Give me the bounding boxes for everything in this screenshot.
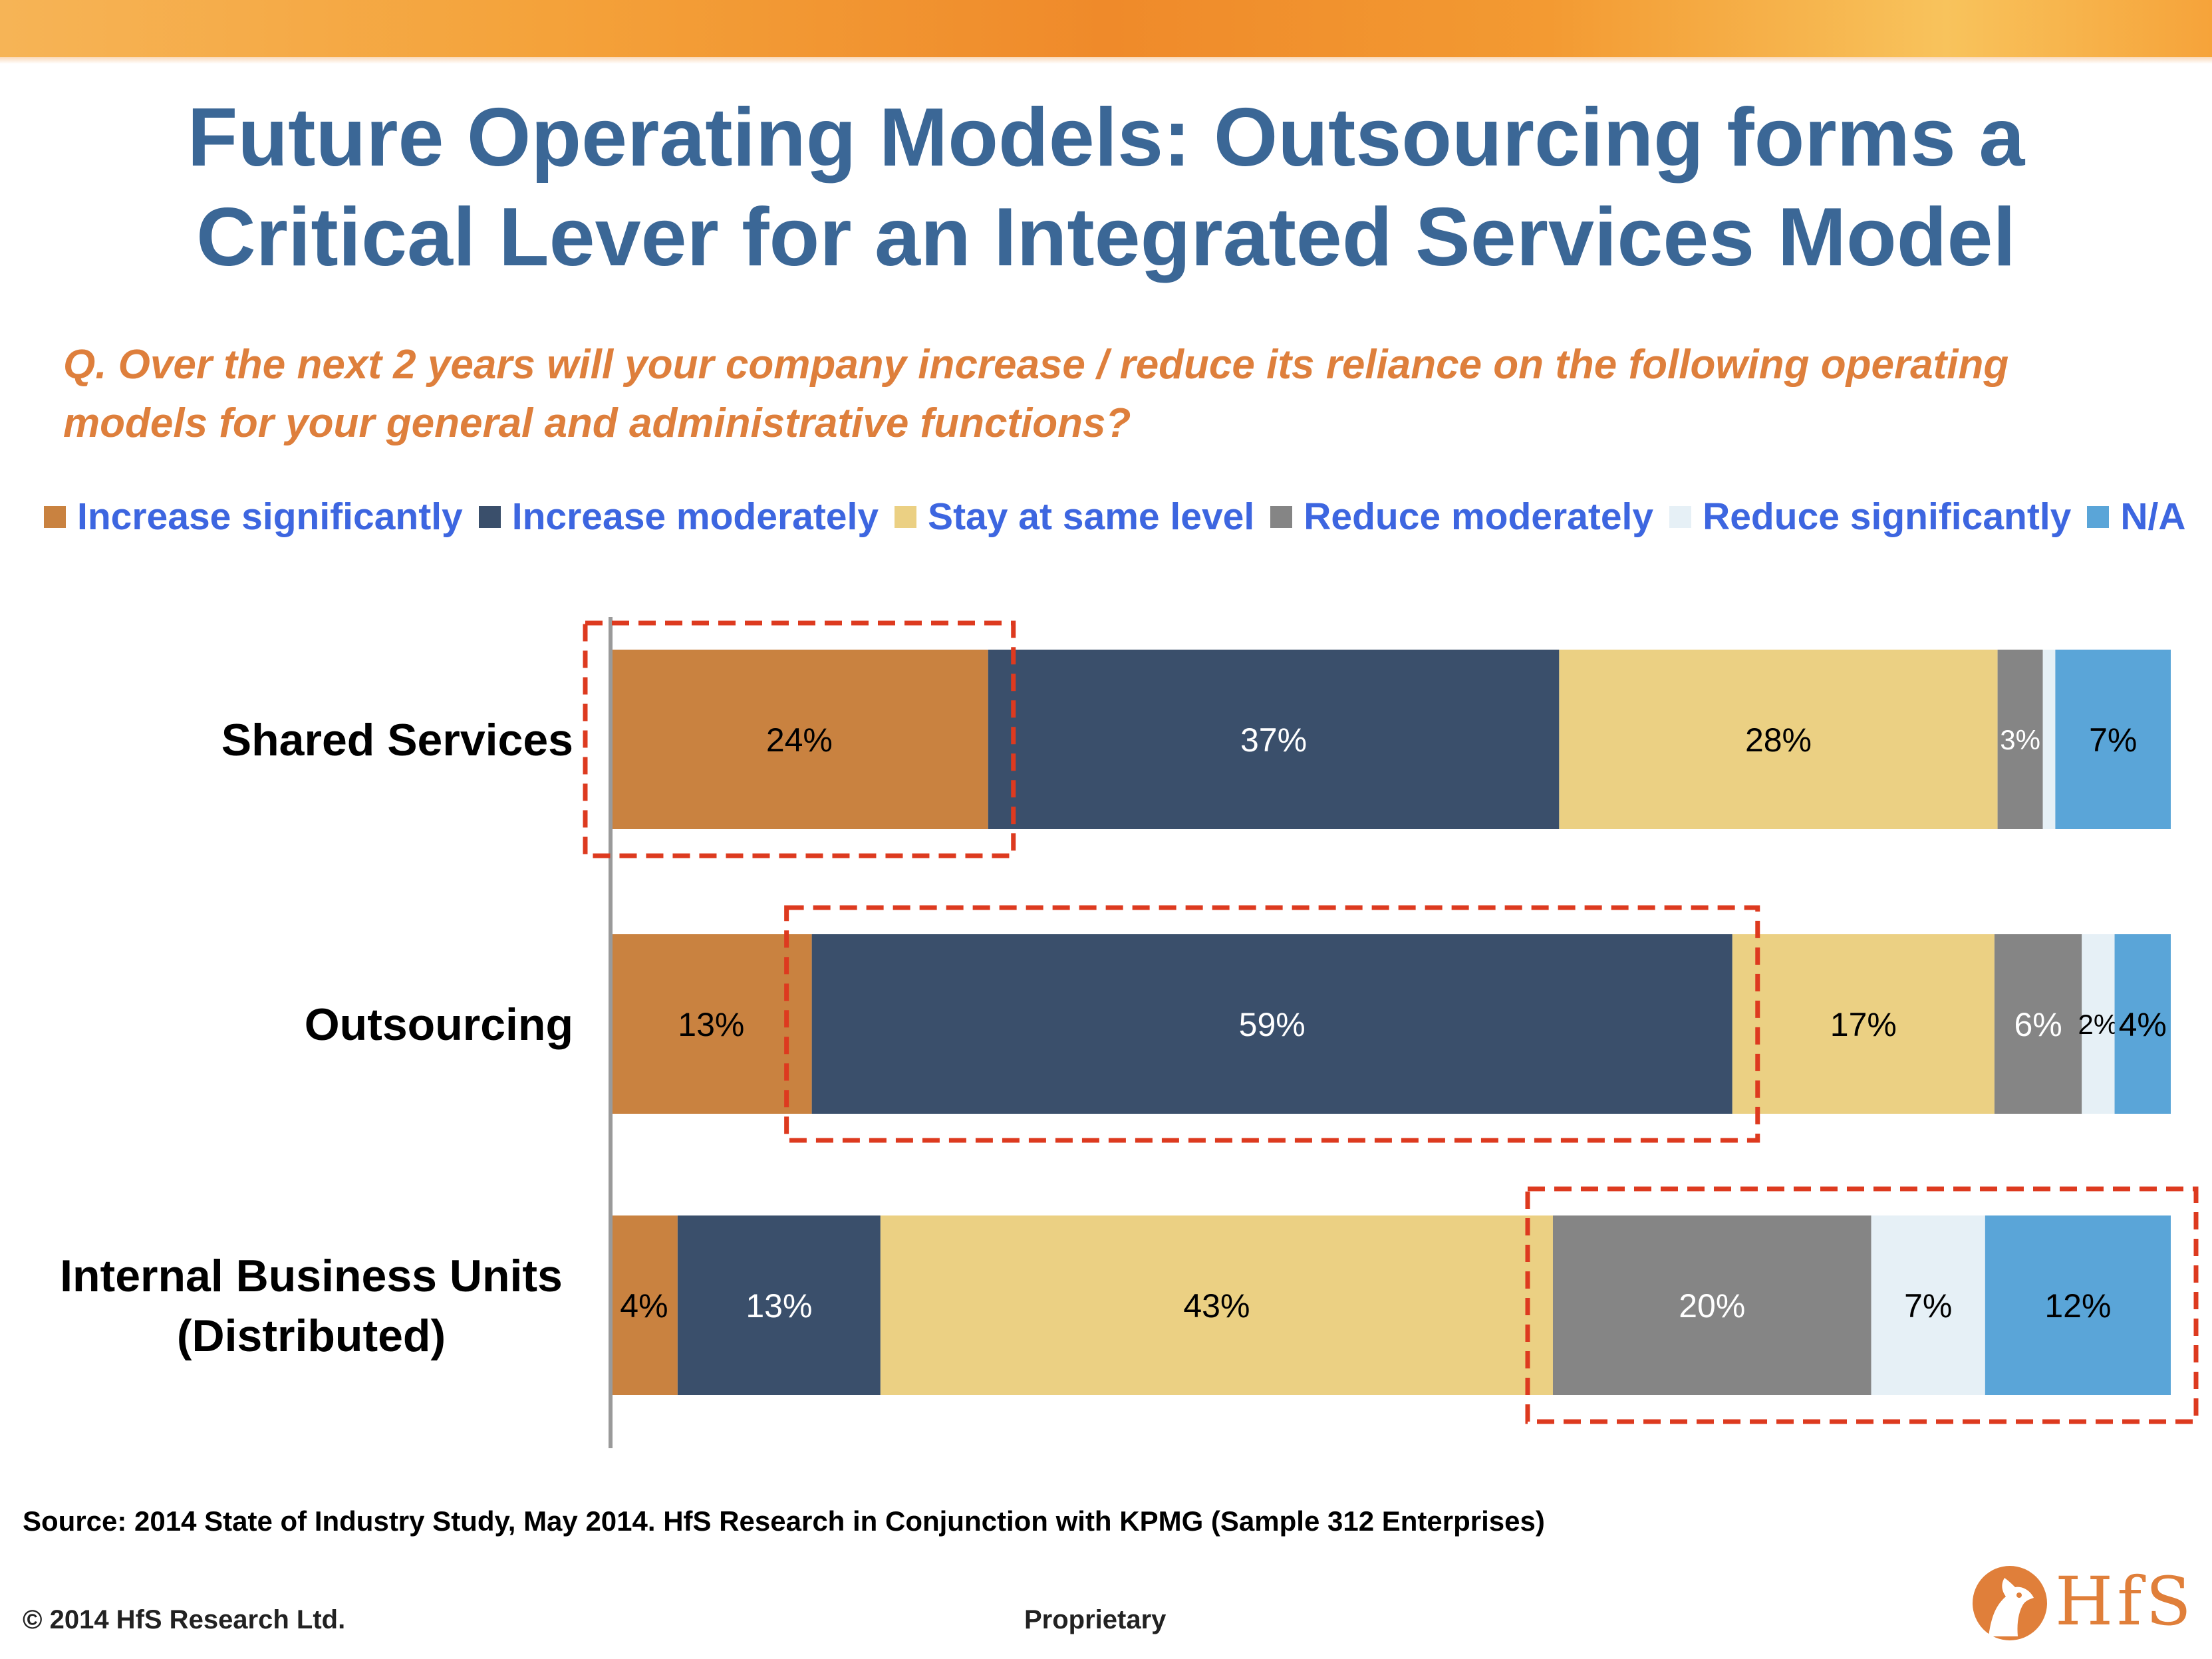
legend-item: Stay at same level bbox=[895, 495, 1254, 539]
data-label: 24% bbox=[766, 721, 833, 759]
bar-segment bbox=[2042, 650, 2056, 829]
legend-swatch bbox=[44, 505, 66, 528]
data-label: 43% bbox=[1183, 1287, 1250, 1325]
data-label: 2% bbox=[2078, 1009, 2119, 1040]
highlight-box bbox=[1525, 1186, 2199, 1424]
logo-wordmark: HfS bbox=[2055, 1562, 2195, 1640]
bar-segment bbox=[1559, 650, 1998, 829]
data-label: 3% bbox=[2000, 724, 2040, 755]
bar-segment bbox=[611, 1215, 678, 1395]
data-label: 59% bbox=[1239, 1006, 1306, 1043]
data-label: 17% bbox=[1830, 1006, 1897, 1043]
proprietary-label: Proprietary bbox=[1024, 1605, 1167, 1634]
bar-segment bbox=[1997, 650, 2043, 829]
data-label: 6% bbox=[2014, 1006, 2062, 1043]
bar-segment bbox=[1994, 934, 2082, 1114]
legend-swatch bbox=[895, 505, 917, 528]
bar-segment bbox=[1552, 1215, 1871, 1395]
bar-segment bbox=[1985, 1215, 2171, 1395]
bar-segment bbox=[880, 1215, 1553, 1395]
legend-label: Increase moderately bbox=[511, 495, 879, 538]
highlight-box bbox=[583, 620, 1016, 858]
category-label: Internal Business Units bbox=[60, 1251, 563, 1301]
header-gradient-bar bbox=[0, 0, 2212, 64]
data-label: 7% bbox=[2089, 721, 2137, 759]
title-line-2: Critical Lever for an Integrated Service… bbox=[196, 191, 2016, 283]
bar-segment bbox=[2114, 934, 2171, 1114]
data-label: 20% bbox=[1679, 1287, 1745, 1325]
hfs-logo: HfS bbox=[1969, 1555, 2195, 1648]
legend-item: Increase moderately bbox=[478, 495, 879, 539]
horse-head-logo-icon bbox=[1973, 1566, 2047, 1640]
legend-label: Increase significantly bbox=[77, 495, 463, 538]
bar-segment bbox=[677, 1215, 881, 1395]
data-label: 37% bbox=[1240, 721, 1307, 759]
chart-legend: Increase significantly Increase moderatel… bbox=[44, 493, 2202, 540]
slide-title: Future Operating Models: Outsourcing for… bbox=[67, 88, 2145, 287]
legend-swatch bbox=[1270, 505, 1293, 528]
bar-segment bbox=[2082, 934, 2115, 1114]
bar-segment bbox=[988, 650, 1560, 829]
bar-segment bbox=[1871, 1215, 1985, 1395]
category-label: (Distributed) bbox=[177, 1311, 446, 1361]
data-label: 12% bbox=[2044, 1287, 2111, 1325]
question-line-1: Q. Over the next 2 years will your compa… bbox=[63, 342, 2009, 388]
data-label: 7% bbox=[1904, 1287, 1952, 1325]
data-label: 4% bbox=[620, 1287, 668, 1325]
legend-label: N/A bbox=[2120, 495, 2186, 538]
stacked-bar-chart: 24% 37% 28% 3% 7% Shared Services 13% 59% 17% 6% 2… bbox=[60, 617, 2199, 1448]
title-line-1: Future Operating Models: Outsourcing for… bbox=[187, 92, 2025, 184]
data-label: 13% bbox=[746, 1287, 812, 1325]
data-label: 13% bbox=[678, 1006, 744, 1043]
legend-swatch bbox=[478, 505, 501, 528]
bar-segment bbox=[1732, 934, 1995, 1114]
survey-question: Q. Over the next 2 years will your compa… bbox=[63, 336, 2158, 453]
highlight-box bbox=[784, 905, 1760, 1143]
legend-item: N/A bbox=[2087, 495, 2186, 539]
bar-segment bbox=[611, 650, 988, 829]
bar-segment bbox=[611, 934, 812, 1114]
legend-swatch bbox=[1669, 505, 1692, 528]
copyright-text: © 2014 HfS Research Ltd. bbox=[23, 1605, 346, 1634]
bar-segment bbox=[2055, 650, 2171, 829]
question-line-2: models for your general and administrati… bbox=[63, 400, 1131, 446]
data-label: 28% bbox=[1745, 721, 1812, 759]
legend-item: Reduce significantly bbox=[1669, 495, 2071, 539]
legend-label: Reduce moderately bbox=[1304, 495, 1654, 538]
data-label: 4% bbox=[2119, 1006, 2167, 1043]
legend-label: Stay at same level bbox=[928, 495, 1255, 538]
legend-item: Reduce moderately bbox=[1270, 495, 1653, 539]
source-note: Source: 2014 State of Industry Study, Ma… bbox=[23, 1505, 1545, 1537]
category-label: Outsourcing bbox=[305, 999, 573, 1050]
legend-swatch bbox=[2087, 505, 2110, 528]
legend-label: Reduce significantly bbox=[1703, 495, 2072, 538]
category-label: Shared Services bbox=[221, 715, 573, 765]
bar-segment bbox=[811, 934, 1732, 1114]
legend-item: Increase significantly bbox=[44, 495, 463, 539]
